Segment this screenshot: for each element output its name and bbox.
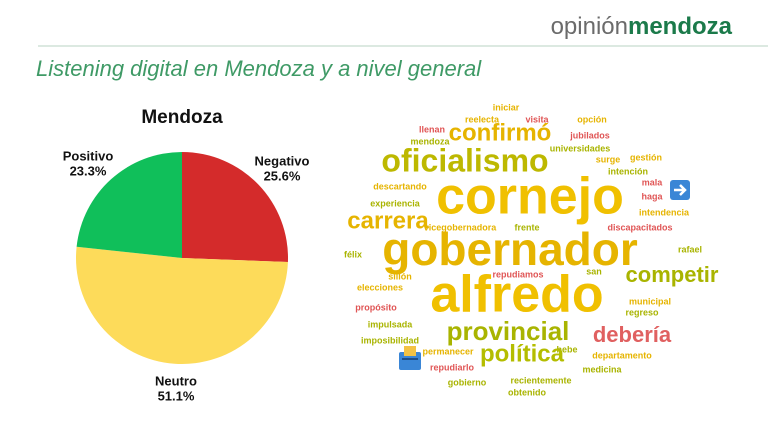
cloud-word: repudiarlo xyxy=(430,362,475,372)
cloud-word: hebe xyxy=(556,344,577,354)
cloud-word: jubilados xyxy=(569,130,610,140)
cloud-word: intendencia xyxy=(639,207,690,217)
cloud-word: gobierno xyxy=(448,377,487,387)
cloud-word: debería xyxy=(593,322,672,347)
cloud-word: carrera xyxy=(347,207,429,234)
cloud-word: félix xyxy=(344,249,362,259)
cloud-word: municipal xyxy=(629,296,671,306)
cloud-word: regreso xyxy=(625,307,659,317)
brand-light: opinión xyxy=(551,13,628,40)
cloud-word: confirmó xyxy=(449,119,552,146)
cloud-word: descartando xyxy=(373,181,427,191)
slice-label: Neutro xyxy=(155,373,197,388)
chart-title: Mendoza xyxy=(141,107,223,128)
cloud-word: medicina xyxy=(582,364,622,374)
cloud-word: gestión xyxy=(630,152,662,162)
cloud-word: alfredo xyxy=(430,266,603,324)
cloud-word: mendoza xyxy=(410,136,450,146)
cloud-word: cornejo xyxy=(436,168,624,226)
cloud-word: obtenido xyxy=(508,387,546,397)
cloud-word: haga xyxy=(641,191,663,201)
cloud-word: elecciones xyxy=(357,282,403,292)
cloud-word: provincial xyxy=(447,316,570,346)
cloud-word: intención xyxy=(608,166,648,176)
cloud-word: visita xyxy=(525,114,549,124)
cloud-word: departamento xyxy=(592,350,652,360)
slide-title: Listening digital en Mendoza y a nivel g… xyxy=(36,56,482,81)
cloud-word: frente xyxy=(514,222,539,232)
cloud-word: llenan xyxy=(419,124,445,134)
cloud-word: discapacitados xyxy=(607,222,672,232)
cloud-word: competir xyxy=(626,262,719,287)
slice-label: Negativo xyxy=(255,153,310,168)
word-cloud: iniciar visita opción reelecta llenan confirm… xyxy=(344,102,719,397)
cloud-word: vicegobernadora xyxy=(424,222,498,232)
cloud-word: san xyxy=(586,266,602,276)
ballot-icon xyxy=(399,346,421,370)
cloud-word: experiencia xyxy=(370,198,421,208)
cloud-word: impulsada xyxy=(368,319,414,329)
pie-slice xyxy=(76,246,288,364)
cloud-word: gobernador xyxy=(382,223,638,275)
cloud-word: política xyxy=(480,340,565,367)
cloud-word: recientemente xyxy=(510,375,571,385)
cloud-word: surge xyxy=(596,154,621,164)
cloud-word: oficialismo xyxy=(381,142,548,178)
pie-slice xyxy=(76,152,182,258)
slice-label: Positivo xyxy=(63,148,114,163)
cloud-word: imposibilidad xyxy=(361,335,419,345)
cloud-word: propósito xyxy=(355,302,397,312)
slice-value: 23.3% xyxy=(70,163,107,178)
brand: opiniónmendoza xyxy=(551,13,733,40)
cloud-word: sillón xyxy=(388,271,412,281)
cloud-word: opción xyxy=(577,114,607,124)
pie-slice xyxy=(182,152,288,262)
brand-bold: mendoza xyxy=(628,13,733,40)
arrow-icon xyxy=(670,180,690,200)
cloud-word: iniciar xyxy=(493,102,520,112)
cloud-word: mala xyxy=(642,177,664,187)
slice-value: 51.1% xyxy=(158,388,195,403)
cloud-word: repudiamos xyxy=(492,269,543,279)
cloud-word: reelecta xyxy=(465,114,500,124)
cloud-word: rafael xyxy=(678,244,702,254)
cloud-word: universidades xyxy=(550,143,611,153)
cloud-word: permanecer xyxy=(422,346,474,356)
slice-value: 25.6% xyxy=(264,168,301,183)
